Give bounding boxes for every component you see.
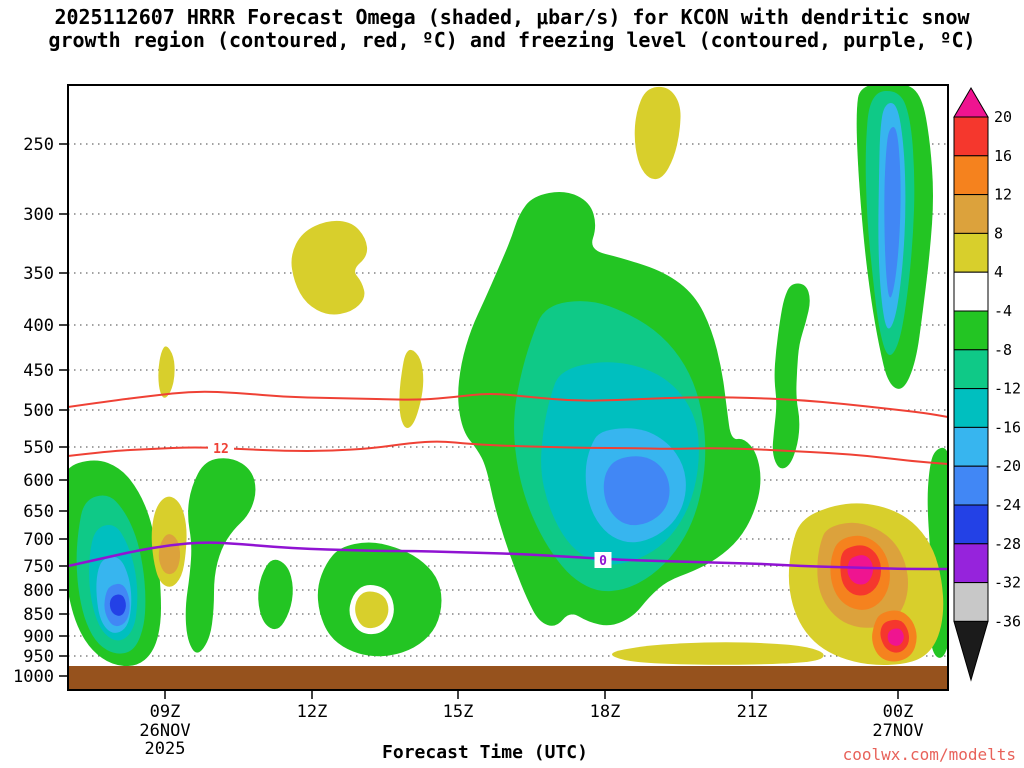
- colorbar-segment: [953, 271, 989, 312]
- x-tick-label: 15Z: [443, 702, 474, 722]
- colorbar-label: -32: [994, 574, 1021, 592]
- x-date-label: 26NOV: [139, 721, 190, 741]
- x-tick-label: 12Z: [297, 702, 328, 722]
- contour-label-bg: [208, 440, 234, 456]
- terrain-bar: [68, 666, 948, 690]
- colorbar-segment: [953, 543, 989, 584]
- contour-labels: 12 0: [208, 440, 612, 569]
- omega-shaded-regions: [68, 85, 948, 667]
- contour-label-bg: [594, 552, 612, 568]
- colorbar-label: -20: [994, 457, 1021, 475]
- omega-shaded-region: [185, 458, 256, 653]
- colorbar-label: -24: [994, 496, 1021, 514]
- colorbar-arrow-bottom: [953, 620, 989, 682]
- y-tick-label: 850: [23, 605, 54, 625]
- colorbar-segment: [953, 504, 989, 545]
- colorbar-segment: [953, 349, 989, 390]
- colorbar-label: -8: [994, 341, 1012, 359]
- plot-border: [67, 84, 949, 691]
- contour-value-label: 12: [213, 442, 229, 457]
- omega-shaded-region: [887, 628, 904, 646]
- colorbar-segment: [953, 310, 989, 351]
- snow-growth-region-lower-contour: [68, 440, 948, 465]
- x-tick-label: 09Z: [150, 702, 181, 722]
- colorbar-segment: [953, 116, 989, 157]
- colorbar-label: 20: [994, 108, 1012, 126]
- omega-shaded-region: [884, 126, 901, 298]
- watermark-link[interactable]: coolwx.com/modelts: [842, 745, 1016, 764]
- freezing-level-contour: [68, 541, 948, 571]
- omega-shaded-region: [612, 642, 824, 665]
- omega-shaded-region: [291, 220, 368, 315]
- colorbar-segment: [953, 582, 989, 622]
- temperature-contours: [68, 390, 948, 571]
- colorbar-label: -12: [994, 380, 1021, 398]
- x-date-label: 27NOV: [872, 721, 923, 741]
- colorbar: 20 16 12 8 4 -4 -8 -12 -16 -20 -24 -28 -32 -36: [953, 87, 1021, 682]
- y-tick-label: 300: [23, 205, 54, 225]
- colorbar-label: -4: [994, 302, 1012, 320]
- colorbar-label: 12: [994, 186, 1012, 204]
- y-tick-label: 250: [23, 135, 54, 155]
- colorbar-label: 4: [994, 263, 1003, 281]
- x-axis-title: Forecast Time (UTC): [382, 742, 588, 763]
- y-tick-label: 450: [23, 361, 54, 381]
- y-tick-label: 750: [23, 557, 54, 577]
- y-tick-label: 700: [23, 530, 54, 550]
- colorbar-arrow-top: [953, 87, 989, 118]
- y-tick-label: 650: [23, 502, 54, 522]
- omega-shaded-region: [355, 591, 389, 629]
- y-tick-label: 1000: [13, 667, 54, 687]
- colorbar-segment: [953, 465, 989, 506]
- x-tick-label: 18Z: [590, 702, 621, 722]
- y-tick-label: 950: [23, 647, 54, 667]
- x-tick-label: 00Z: [883, 702, 914, 722]
- omega-shaded-region: [258, 559, 293, 630]
- colorbar-segment: [953, 232, 989, 273]
- colorbar-label: -16: [994, 418, 1021, 436]
- chart-title-line1: 2025112607 HRRR Forecast Omega (shaded, …: [54, 5, 970, 29]
- chart-title-line2: growth region (contoured, red, ºC) and f…: [48, 28, 976, 52]
- omega-shaded-region: [603, 456, 670, 526]
- omega-shaded-region: [109, 594, 126, 616]
- snow-growth-region-upper-contour: [68, 390, 948, 418]
- y-tick-label: 900: [23, 627, 54, 647]
- colorbar-label: -36: [994, 612, 1021, 630]
- colorbar-label: -28: [994, 535, 1021, 553]
- omega-shaded-region: [634, 86, 681, 180]
- colorbar-label: 16: [994, 147, 1012, 165]
- chart-title: 2025112607 HRRR Forecast Omega (shaded, …: [0, 6, 1024, 52]
- y-tick-label: 550: [23, 438, 54, 458]
- y-tick-label: 800: [23, 581, 54, 601]
- colorbar-segment: [953, 194, 989, 234]
- colorbar-label: 8: [994, 224, 1003, 242]
- colorbar-segment: [953, 388, 989, 428]
- contour-value-label: 0: [599, 554, 607, 569]
- omega-shaded-region: [772, 283, 810, 469]
- pressure-axis: 2503003504004505005506006507007508008509…: [13, 135, 68, 687]
- omega-shaded-region: [399, 349, 424, 428]
- y-tick-label: 600: [23, 471, 54, 491]
- y-tick-label: 500: [23, 401, 54, 421]
- x-date-label: 2025: [145, 739, 186, 759]
- omega-shaded-region: [847, 555, 873, 585]
- y-tick-label: 400: [23, 316, 54, 336]
- x-tick-label: 21Z: [737, 702, 768, 722]
- omega-shaded-region: [158, 346, 175, 398]
- colorbar-segment: [953, 426, 989, 467]
- y-tick-label: 350: [23, 264, 54, 284]
- colorbar-segment: [953, 155, 989, 196]
